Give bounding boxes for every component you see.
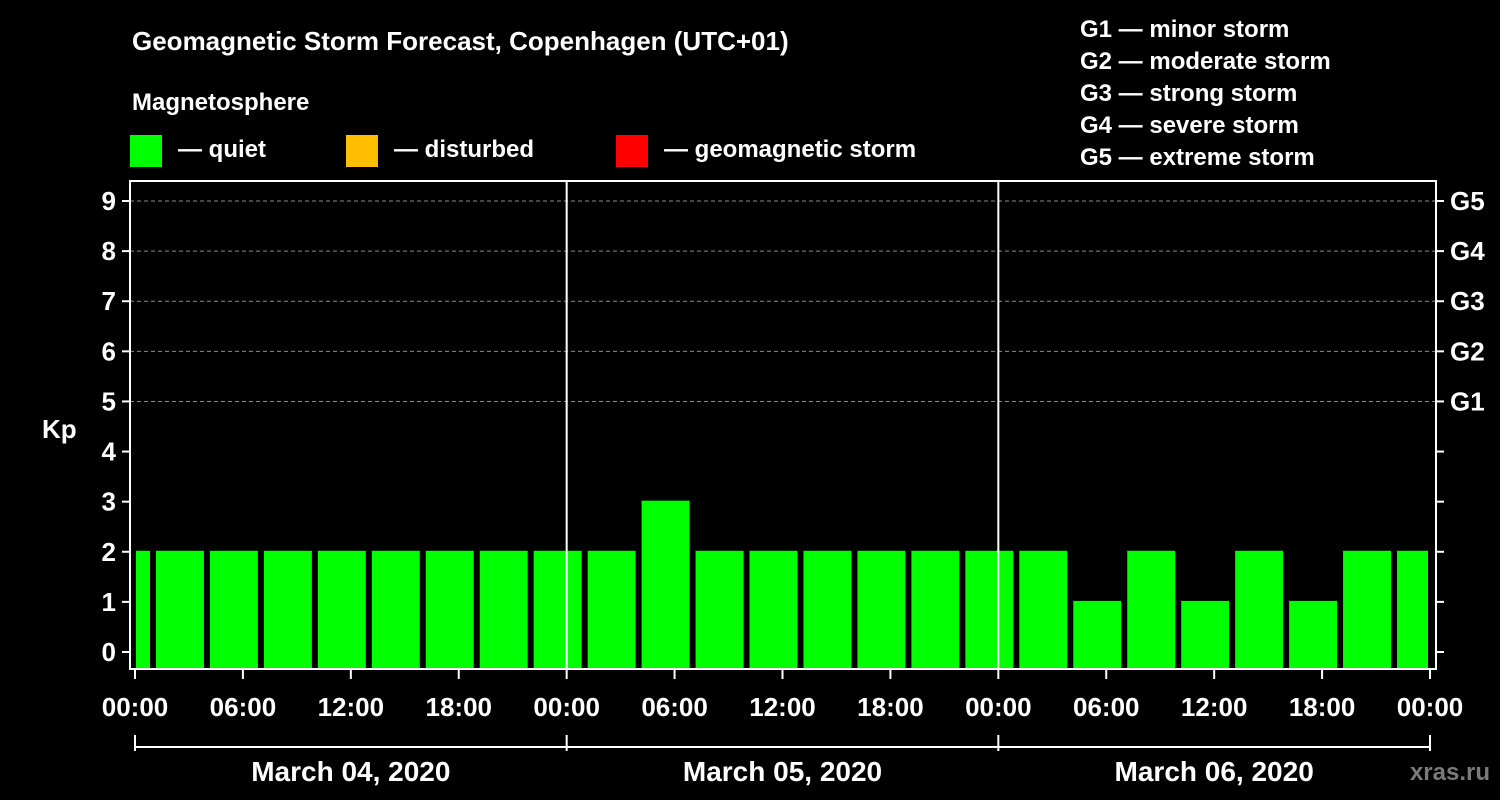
x-tick-label: 00:00: [1397, 692, 1464, 722]
kp-bar: [641, 500, 690, 669]
x-tick-label: 00:00: [965, 692, 1032, 722]
kp-bar: [533, 550, 582, 669]
x-tick-label: 18:00: [857, 692, 924, 722]
legend-heading: Magnetosphere: [132, 89, 309, 116]
kp-bar: [263, 550, 312, 669]
x-tick-label: 00:00: [102, 692, 169, 722]
day-labels: March 04, 2020 March 05, 2020 March 06, 20…: [251, 756, 1314, 787]
legend-label-disturbed: — disturbed: [394, 136, 534, 163]
kp-bar: [155, 550, 204, 669]
y-tick-labels: 0 1 2 3 4 5 6 7 8 9: [102, 186, 117, 667]
y-tick-label: 7: [102, 286, 116, 316]
right-axis-labels: G1 G2 G3 G4 G5: [1450, 186, 1485, 416]
legend-swatch-disturbed: [346, 135, 378, 167]
x-tick-label: 12:00: [1181, 692, 1248, 722]
chart-title: Geomagnetic Storm Forecast, Copenhagen (…: [132, 26, 789, 56]
right-axis-label: G2: [1450, 336, 1485, 366]
legend-label-storm: — geomagnetic storm: [664, 136, 916, 163]
y-tick-label: 2: [102, 537, 116, 567]
kp-bar: [1343, 550, 1392, 669]
kp-bar: [749, 550, 798, 669]
legend-swatch-storm: [616, 135, 648, 167]
kp-bar: [1019, 550, 1068, 669]
y-tick-label: 3: [102, 487, 116, 517]
kp-bar: [1397, 550, 1428, 669]
x-tick-labels: 00:00 06:00 12:00 18:00 00:00 06:00 12:00 18:00…: [102, 692, 1464, 722]
kp-bar: [371, 550, 420, 669]
kp-bar: [965, 550, 1014, 669]
gridlines: [130, 200, 1436, 402]
scale-key-g1: G1 — minor storm: [1080, 16, 1289, 43]
scale-key-g5: G5 — extreme storm: [1080, 144, 1315, 171]
x-tick-label: 12:00: [749, 692, 816, 722]
x-tick-label: 18:00: [1289, 692, 1356, 722]
scale-key-g3: G3 — strong storm: [1080, 80, 1297, 107]
right-axis-label: G1: [1450, 386, 1485, 416]
x-tick-label: 12:00: [318, 692, 385, 722]
y-tick-label: 1: [102, 587, 116, 617]
kp-bar: [911, 550, 960, 669]
y-tick-label: 5: [102, 386, 116, 416]
kp-bar: [1073, 600, 1122, 669]
kp-bar: [695, 550, 744, 669]
y-tick-label: 0: [102, 637, 116, 667]
right-axis-label: G5: [1450, 186, 1485, 216]
kp-bar: [317, 550, 366, 669]
x-tick-label: 18:00: [426, 692, 493, 722]
day-label: March 06, 2020: [1115, 756, 1314, 787]
kp-bar: [1289, 600, 1338, 669]
kp-bar: [587, 550, 636, 669]
bars: [136, 500, 1428, 669]
scale-key-g2: G2 — moderate storm: [1080, 48, 1331, 75]
kp-bar: [479, 550, 528, 669]
x-tick-label: 06:00: [210, 692, 277, 722]
kp-bar: [425, 550, 474, 669]
kp-bar: [1235, 550, 1284, 669]
storm-scale-key: G1 — minor storm G2 — moderate storm G3 …: [1080, 16, 1331, 171]
x-tick-label: 06:00: [641, 692, 708, 722]
legend-label-quiet: — quiet: [178, 136, 266, 163]
y-tick-label: 8: [102, 236, 116, 266]
legend: — quiet — disturbed — geomagnetic storm: [130, 135, 916, 167]
y-tick-label: 9: [102, 186, 116, 216]
kp-bar: [803, 550, 852, 669]
kp-bar: [209, 550, 258, 669]
y-tick-label: 4: [102, 437, 117, 467]
kp-bar: [857, 550, 906, 669]
day-label: March 05, 2020: [683, 756, 882, 787]
watermark: xras.ru: [1410, 759, 1490, 786]
kp-bar: [1127, 550, 1176, 669]
legend-swatch-quiet: [130, 135, 162, 167]
right-axis-label: G3: [1450, 286, 1485, 316]
axes: [122, 180, 1444, 751]
scale-key-g4: G4 — severe storm: [1080, 112, 1299, 139]
x-tick-label: 06:00: [1073, 692, 1140, 722]
y-tick-label: 6: [102, 336, 116, 366]
kp-bar: [136, 550, 150, 669]
right-axis-label: G4: [1450, 236, 1485, 266]
x-tick-label: 00:00: [533, 692, 600, 722]
y-axis-label: Kp: [42, 414, 77, 444]
kp-bar: [1181, 600, 1230, 669]
day-label: March 04, 2020: [251, 756, 450, 787]
